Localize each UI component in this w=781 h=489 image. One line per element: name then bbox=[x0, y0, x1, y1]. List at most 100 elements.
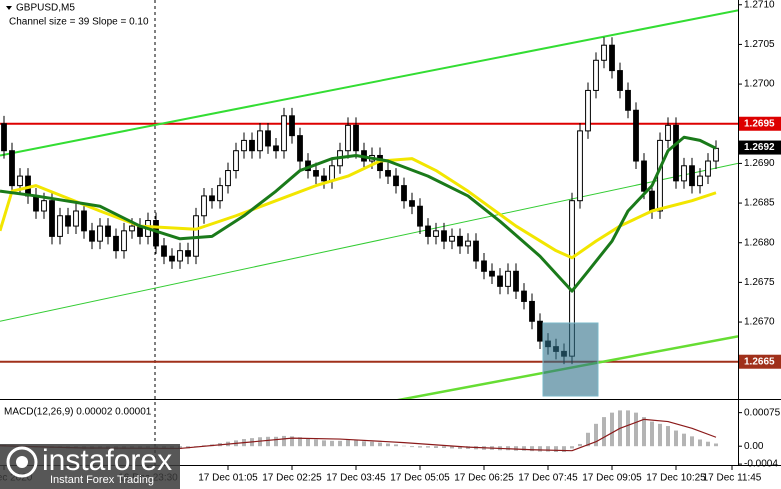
macd-bar bbox=[602, 417, 606, 447]
candle-body bbox=[313, 170, 319, 177]
candle-body bbox=[489, 270, 495, 277]
macd-bar bbox=[682, 433, 686, 447]
y-tick-label: 0.00075 bbox=[744, 407, 781, 418]
macd-bar bbox=[698, 439, 702, 447]
x-tick-label: 17 Dec 05:05 bbox=[390, 473, 450, 484]
macd-bar bbox=[346, 439, 350, 447]
candle-body bbox=[105, 225, 111, 237]
candle-body bbox=[505, 270, 511, 287]
macd-bar bbox=[322, 440, 326, 447]
candle-body bbox=[649, 190, 655, 212]
level-label-box bbox=[739, 116, 781, 131]
candle-body bbox=[609, 44, 615, 72]
macd-bar bbox=[706, 441, 710, 447]
macd-bar bbox=[394, 444, 398, 447]
line bbox=[0, 418, 717, 452]
candle-body bbox=[353, 124, 359, 152]
watermark-logo bbox=[16, 456, 28, 468]
candle-body bbox=[265, 130, 271, 147]
chart-title: GBPUSD,M5 bbox=[16, 3, 75, 14]
candle-body bbox=[169, 255, 175, 262]
candle-body bbox=[537, 320, 543, 342]
candle-body bbox=[17, 175, 23, 187]
macd-bar bbox=[402, 445, 406, 447]
macd-bar bbox=[354, 440, 358, 447]
line bbox=[0, 135, 717, 293]
candle-body bbox=[697, 175, 703, 187]
macd-bar bbox=[338, 440, 342, 447]
x-tick-label: 17 Dec 06:25 bbox=[454, 473, 514, 484]
macd-bar bbox=[610, 412, 614, 447]
macd-bar bbox=[522, 446, 526, 451]
candle-body bbox=[449, 235, 455, 242]
watermark: instaforex Instant Forex Trading bbox=[0, 444, 180, 489]
candle-body bbox=[425, 225, 431, 237]
candle-body bbox=[673, 124, 679, 182]
candle-body bbox=[177, 250, 183, 262]
macd-bar bbox=[266, 436, 270, 447]
macd-bar bbox=[714, 443, 718, 447]
macd-bar bbox=[418, 446, 422, 448]
chart-subtitle: Channel size = 39 Slope = 0.10 bbox=[9, 17, 149, 28]
macd-bar bbox=[594, 423, 598, 447]
x-tick-label: 17 Dec 10:25 bbox=[646, 473, 706, 484]
y-tick-label: 1.2680 bbox=[744, 237, 775, 248]
candle-body bbox=[73, 210, 79, 227]
x-tick-label: 17 Dec 01:05 bbox=[198, 473, 258, 484]
candle-body bbox=[273, 145, 279, 152]
macd-bar bbox=[434, 446, 438, 448]
macd-bar bbox=[674, 430, 678, 447]
x-tick-label: 17 Dec 03:45 bbox=[326, 473, 386, 484]
macd-bar bbox=[586, 432, 590, 447]
candle-body bbox=[585, 89, 591, 132]
candle-body bbox=[321, 175, 327, 182]
macd-bar bbox=[410, 446, 414, 448]
macd-bar bbox=[450, 446, 454, 449]
y-tick-label: 1.2700 bbox=[744, 79, 775, 90]
candle-body bbox=[625, 89, 631, 111]
candle-body bbox=[97, 225, 103, 242]
candle-body bbox=[289, 115, 295, 137]
macd-bar bbox=[298, 437, 302, 447]
candle-body bbox=[161, 245, 167, 257]
candle-body bbox=[89, 230, 95, 242]
macd-bar bbox=[642, 417, 646, 447]
macd-bar bbox=[290, 436, 294, 447]
candle-body bbox=[241, 139, 247, 152]
level-label: 1.2692 bbox=[744, 142, 775, 153]
candle-body bbox=[113, 235, 119, 252]
macd-bar bbox=[570, 446, 574, 449]
y-tick-label: 1.2675 bbox=[744, 277, 775, 288]
x-tick-label: 17 Dec 02:25 bbox=[262, 473, 322, 484]
candle-body bbox=[201, 195, 207, 217]
macd-bar bbox=[626, 410, 630, 447]
macd-bar bbox=[530, 446, 534, 452]
macd-bar bbox=[538, 446, 542, 452]
candle-body bbox=[433, 230, 439, 237]
candle-body bbox=[513, 270, 519, 292]
candle-body bbox=[689, 165, 695, 187]
macd-bar bbox=[634, 412, 638, 447]
y-tick-label: 1.2705 bbox=[744, 39, 775, 50]
candle-body bbox=[593, 59, 599, 91]
candle-body bbox=[33, 195, 39, 212]
macd-bar bbox=[562, 446, 566, 453]
y-tick-label: -0.0004 bbox=[744, 459, 778, 470]
candle-body bbox=[49, 200, 55, 237]
candle-body bbox=[257, 130, 263, 152]
level-label-box bbox=[739, 354, 781, 369]
candle-body bbox=[185, 250, 191, 257]
macd-bar bbox=[370, 441, 374, 447]
macd-bar bbox=[514, 446, 518, 451]
y-tick-label: 1.2710 bbox=[744, 0, 775, 10]
candle-body bbox=[1, 123, 7, 152]
candle-body bbox=[497, 275, 503, 287]
macd-bar bbox=[578, 443, 582, 447]
candle-body bbox=[481, 260, 487, 272]
y-tick-label: 1.2670 bbox=[744, 317, 775, 328]
candle-body bbox=[441, 230, 447, 242]
candle-body bbox=[281, 115, 287, 152]
candle-body bbox=[41, 200, 47, 212]
candle-body bbox=[385, 170, 391, 177]
